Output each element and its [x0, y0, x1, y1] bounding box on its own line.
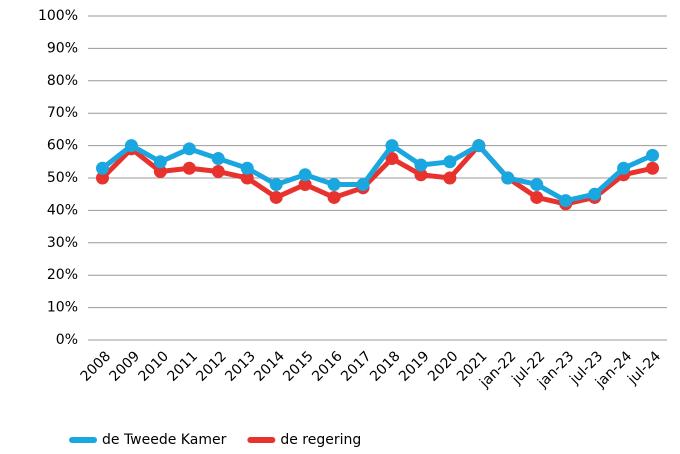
- data-point: [385, 152, 399, 166]
- y-tick-label: 50%: [47, 170, 78, 186]
- y-tick-label: 10%: [47, 300, 78, 316]
- data-point: [211, 152, 225, 166]
- y-tick-label: 20%: [47, 267, 78, 283]
- x-tick-label: 2009: [107, 348, 144, 385]
- data-point: [530, 190, 544, 204]
- data-point: [356, 177, 370, 191]
- legend-label: de regering: [280, 432, 361, 448]
- data-point: [298, 168, 312, 182]
- y-tick-label: 100%: [38, 8, 78, 24]
- data-point: [153, 155, 167, 169]
- data-point: [588, 187, 602, 201]
- data-point: [182, 161, 196, 175]
- data-point: [327, 190, 341, 204]
- data-point: [385, 139, 399, 153]
- data-point: [211, 165, 225, 179]
- data-point: [240, 171, 254, 185]
- data-point: [414, 168, 428, 182]
- x-tick-label: jul-24: [624, 348, 664, 388]
- data-point: [646, 148, 660, 162]
- x-tick-label: 2020: [425, 348, 462, 385]
- data-point: [443, 171, 457, 185]
- data-point: [95, 171, 109, 185]
- x-tick-label: 2019: [396, 348, 433, 385]
- y-tick-label: 70%: [47, 105, 78, 121]
- y-tick-label: 80%: [47, 73, 78, 89]
- data-point: [298, 177, 312, 191]
- data-point: [182, 142, 196, 156]
- x-tick-label: 2017: [338, 348, 375, 385]
- y-tick-label: 30%: [47, 235, 78, 251]
- data-point: [472, 139, 486, 153]
- y-tick-label: 40%: [47, 202, 78, 218]
- y-tick-label: 0%: [56, 332, 78, 348]
- x-tick-label: 2013: [222, 348, 259, 385]
- y-tick-label: 90%: [47, 40, 78, 56]
- data-point: [327, 177, 341, 191]
- x-tick-label: 2010: [136, 348, 173, 385]
- data-point: [240, 161, 254, 175]
- x-tick-label: 2008: [78, 348, 115, 385]
- data-point: [443, 155, 457, 169]
- data-point: [501, 171, 515, 185]
- data-point: [269, 190, 283, 204]
- x-tick-label: 2016: [309, 348, 346, 385]
- x-tick-label: 2015: [280, 348, 317, 385]
- data-point: [95, 161, 109, 175]
- x-tick-label: 2011: [164, 348, 201, 385]
- x-tick-label: 2014: [251, 348, 288, 385]
- data-point: [646, 161, 660, 175]
- legend-label: de Tweede Kamer: [102, 432, 227, 448]
- x-tick-label: 2018: [367, 348, 404, 385]
- data-point: [617, 161, 631, 175]
- data-point: [414, 158, 428, 172]
- series-line: [100, 143, 654, 207]
- data-point: [559, 194, 573, 208]
- data-point: [530, 177, 544, 191]
- data-point: [124, 139, 138, 153]
- y-tick-label: 60%: [47, 138, 78, 154]
- data-point: [269, 177, 283, 191]
- data-point: [153, 165, 167, 179]
- x-tick-label: 2012: [193, 348, 230, 385]
